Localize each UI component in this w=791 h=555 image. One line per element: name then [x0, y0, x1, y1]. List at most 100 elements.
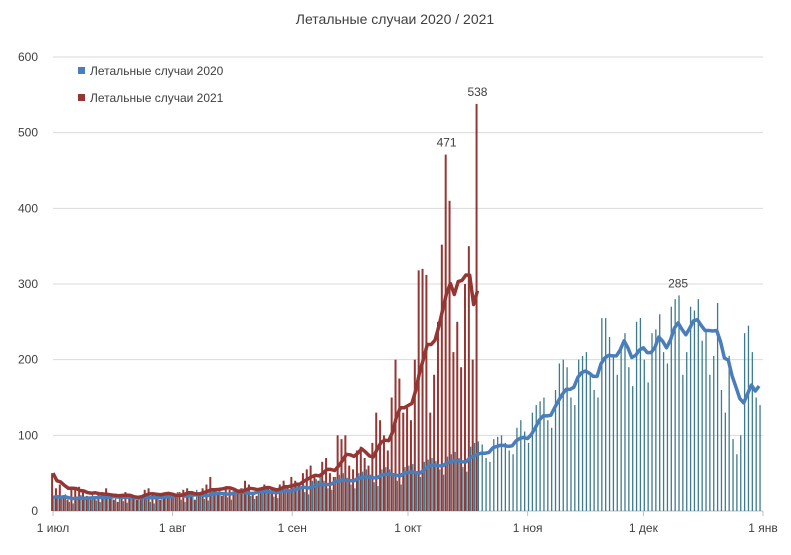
y-tick-label: 0	[31, 504, 38, 518]
bar-2020	[342, 473, 344, 511]
bar-2021	[448, 200, 451, 511]
bar-2021	[151, 492, 154, 511]
bar-2020	[662, 352, 665, 511]
bar-2020	[145, 496, 148, 511]
bar-2020	[126, 502, 128, 511]
bar-2020	[404, 467, 406, 511]
bar-2020	[203, 498, 206, 511]
bar-2020	[68, 501, 70, 511]
bar-2020	[180, 499, 182, 511]
bar-2020	[435, 461, 437, 511]
x-tick-label: 1 сен	[278, 521, 307, 535]
bar-2021	[332, 476, 335, 511]
bar-2021	[294, 480, 297, 511]
bar-2020	[365, 469, 368, 511]
bar-2021	[421, 268, 424, 511]
bar-2021	[197, 495, 200, 511]
bar-2020	[72, 503, 74, 511]
bar-2021	[348, 465, 351, 511]
bar-2021	[367, 465, 370, 511]
bar-2020	[751, 352, 753, 511]
bar-2020	[95, 500, 97, 511]
bar-2020	[134, 495, 136, 511]
bar-2020	[165, 495, 167, 511]
bar-2020	[450, 454, 452, 511]
bar-2021	[460, 367, 463, 511]
bar-2021	[352, 469, 355, 511]
bar-2021	[390, 397, 393, 511]
bar-2021	[317, 480, 320, 511]
bar-2020	[659, 314, 661, 511]
bar-2021	[429, 412, 432, 511]
bar-2020	[693, 310, 696, 511]
bar-2020	[138, 497, 140, 511]
bar-2021	[321, 461, 324, 511]
bar-2021	[328, 473, 331, 511]
bar-2020	[705, 329, 707, 511]
bar-2021	[147, 488, 150, 511]
bar-2020	[304, 492, 306, 511]
bar-2020	[570, 397, 572, 511]
bar-2020	[369, 474, 371, 511]
bar-2021	[81, 492, 84, 511]
bar-2020	[489, 461, 491, 511]
bar-2020	[554, 389, 557, 511]
bar-2021	[232, 494, 235, 511]
bar-2020	[643, 359, 645, 511]
bar-2020	[327, 488, 329, 511]
bar-2021	[363, 458, 366, 511]
bar-2021	[159, 499, 162, 511]
bar-2021	[255, 495, 258, 511]
bar-2020	[651, 333, 653, 511]
bar-2020	[585, 352, 588, 511]
bar-2020	[373, 482, 375, 511]
bar-2020	[601, 318, 603, 511]
bar-2020	[400, 484, 402, 511]
bar-2020	[207, 500, 209, 511]
x-tick-label: 1 авг	[159, 521, 187, 535]
bar-2021	[85, 495, 88, 511]
bar-2020	[169, 493, 171, 511]
bar-2021	[290, 476, 293, 511]
bar-2021	[112, 499, 115, 511]
bar-2020	[381, 469, 383, 511]
bar-2020	[99, 501, 101, 511]
bar-2021	[182, 489, 185, 511]
bar-2020	[184, 501, 186, 511]
bar-2020	[153, 503, 155, 511]
bar-2020	[686, 352, 688, 511]
bar-2020	[670, 306, 672, 511]
bar-2020	[466, 471, 468, 511]
bar-2021	[263, 484, 266, 511]
x-tick-label: 1 янв	[748, 521, 778, 535]
bar-2021	[247, 484, 250, 511]
bar-2021	[463, 284, 466, 511]
bar-2021	[170, 495, 173, 511]
y-tick-label: 500	[18, 126, 38, 140]
bar-2020	[246, 491, 248, 511]
data-label: 538	[467, 85, 487, 99]
bar-2020	[419, 476, 422, 511]
bar-2021	[135, 499, 138, 511]
bar-2020	[338, 474, 341, 511]
bar-2021	[259, 488, 262, 511]
bar-2021	[116, 501, 119, 511]
bar-2021	[386, 450, 389, 511]
bar-2021	[409, 420, 412, 511]
bar-2020	[346, 477, 348, 511]
bar-2020	[724, 412, 726, 511]
bar-2020	[469, 446, 472, 511]
bar-2020	[709, 374, 711, 511]
bar-2021	[452, 352, 455, 511]
bar-2020	[257, 489, 260, 511]
bar-2020	[215, 489, 217, 511]
bar-2021	[344, 435, 347, 511]
bar-2020	[716, 302, 719, 511]
bar-2020	[323, 480, 325, 511]
bar-2020	[53, 497, 55, 511]
bar-2020	[392, 473, 395, 511]
bar-2021	[440, 244, 443, 512]
bar-2020	[111, 496, 113, 511]
bar-2020	[261, 488, 263, 511]
